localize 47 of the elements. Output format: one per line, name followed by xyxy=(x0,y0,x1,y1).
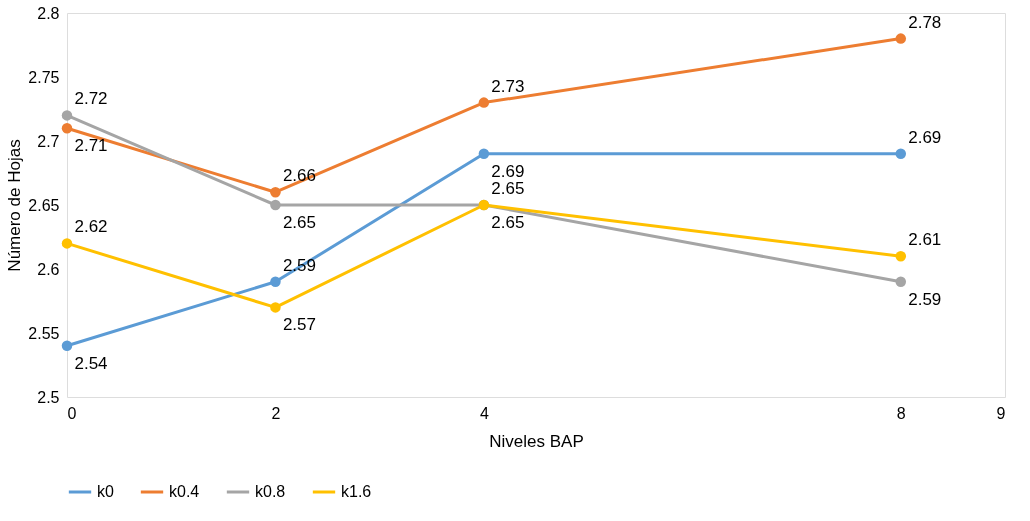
data-label: 2.54 xyxy=(74,353,108,373)
data-label: 2.59 xyxy=(908,289,942,309)
point xyxy=(895,276,907,288)
point xyxy=(478,148,490,160)
data-label: 2.57 xyxy=(282,315,316,335)
point xyxy=(895,250,907,262)
data-label: 2.69 xyxy=(908,127,942,147)
data-label: 2.66 xyxy=(282,166,316,186)
point xyxy=(61,340,73,352)
y-axis-title: Número de Hojas xyxy=(5,139,25,272)
point xyxy=(270,276,281,288)
x-tick-label: 2 xyxy=(271,404,281,422)
data-label: 2.71 xyxy=(74,136,108,156)
x-tick-label: 4 xyxy=(479,404,489,422)
point xyxy=(478,97,490,108)
point xyxy=(270,186,281,198)
data-label: 2.65 xyxy=(491,179,525,198)
legend-label: k0 xyxy=(97,483,114,500)
point xyxy=(895,33,907,44)
data-label: 2.73 xyxy=(491,76,525,96)
legend-label: k0.8 xyxy=(255,483,286,500)
legend-label: k0.4 xyxy=(169,483,200,500)
data-label: 2.65 xyxy=(282,213,316,232)
point xyxy=(61,238,73,249)
point xyxy=(61,110,73,121)
legend-label: k1.6 xyxy=(341,483,372,500)
data-label: 2.61 xyxy=(908,230,942,250)
data-label: 2.69 xyxy=(491,161,525,181)
x-tick-label: 0 xyxy=(67,404,77,422)
y-tick-label: 2.5 xyxy=(37,388,60,406)
y-tick-label: 2.75 xyxy=(28,68,60,86)
y-tick-label: 2.6 xyxy=(37,260,60,278)
point xyxy=(270,302,281,313)
y-tick-label: 2.7 xyxy=(37,132,60,150)
data-label: 2.78 xyxy=(908,12,942,32)
x-axis-title: Niveles BAP xyxy=(489,431,584,451)
point xyxy=(270,199,281,211)
y-tick-label: 2.65 xyxy=(28,196,60,214)
point xyxy=(895,148,907,160)
y-tick-label: 2.8 xyxy=(37,4,60,22)
x-tick-label: 8 xyxy=(896,404,906,422)
data-label: 2.72 xyxy=(74,89,108,109)
point xyxy=(61,122,73,134)
data-label: 2.62 xyxy=(74,217,108,237)
y-tick-label: 2.55 xyxy=(28,324,60,342)
x-tick-label: 9 xyxy=(996,404,1006,422)
data-label: 2.65 xyxy=(491,213,525,232)
